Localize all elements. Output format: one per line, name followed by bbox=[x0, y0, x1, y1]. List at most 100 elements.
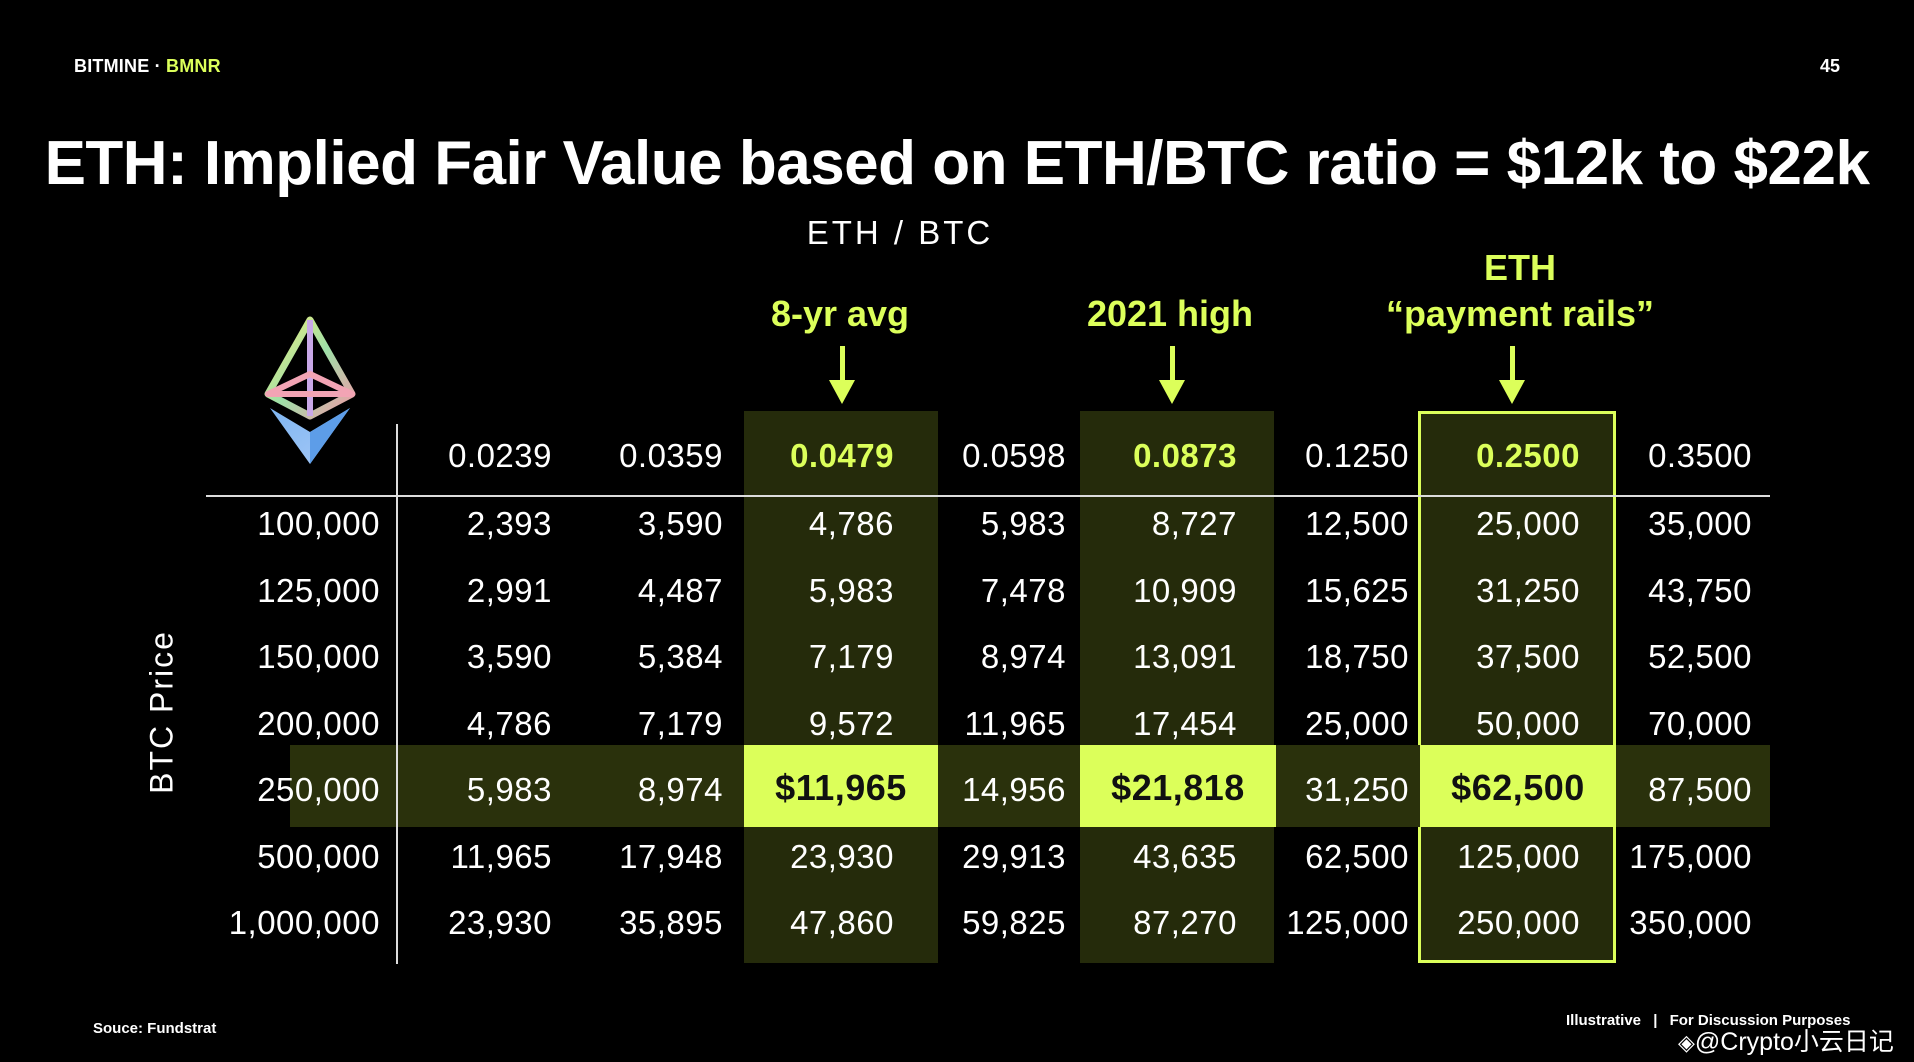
fair-value-cell: $11,965 bbox=[775, 767, 907, 808]
row-header-btc-price: 200,000 bbox=[257, 705, 380, 742]
column-header-ratio: 0.0873 bbox=[1133, 437, 1237, 474]
annotation-payment-rails-line2: “payment rails” bbox=[1385, 293, 1655, 334]
table-cell: 11,965 bbox=[450, 838, 552, 875]
annotation-payment-rails-line1: ETH bbox=[1484, 247, 1556, 288]
source-note: Souce: Fundstrat bbox=[93, 1020, 217, 1037]
table-cell: 13,091 bbox=[1133, 638, 1237, 675]
table-cell: 35,895 bbox=[619, 904, 723, 941]
column-header-ratio: 0.2500 bbox=[1476, 437, 1580, 474]
highlight-column-2021-high bbox=[1080, 411, 1274, 963]
watermark-text: @Crypto小云日记 bbox=[1694, 1028, 1894, 1056]
table-cell: 43,750 bbox=[1648, 572, 1752, 609]
table-cell: 59,825 bbox=[962, 904, 1066, 941]
row-header-btc-price: 150,000 bbox=[257, 638, 380, 675]
table-cell: 62,500 bbox=[1305, 838, 1409, 875]
brand: BITMINE · BMNR bbox=[74, 56, 221, 77]
table-horizontal-divider bbox=[206, 495, 1770, 497]
page-title: ETH: Implied Fair Value based on ETH/BTC… bbox=[44, 129, 1870, 198]
highlight-cell-payment-rails bbox=[1420, 745, 1616, 827]
table-cell: 5,384 bbox=[637, 638, 723, 675]
table-cell: 2,991 bbox=[466, 572, 552, 609]
table-cell: 47,860 bbox=[790, 904, 894, 941]
table-cell: 10,909 bbox=[1133, 572, 1237, 609]
highlight-column-payment-rails bbox=[1418, 411, 1616, 963]
column-axis-label: ETH / BTC bbox=[806, 214, 994, 251]
table-cell: 4,786 bbox=[808, 505, 894, 542]
row-header-btc-price: 250,000 bbox=[257, 771, 380, 808]
brand-name: BITMINE bbox=[74, 56, 150, 76]
table-cell: 250,000 bbox=[1457, 904, 1580, 941]
table-cell: 29,913 bbox=[962, 838, 1066, 875]
highlight-cell-2021-high bbox=[1080, 745, 1276, 827]
ethereum-logo-icon bbox=[264, 316, 356, 464]
table-cell: 4,786 bbox=[466, 705, 552, 742]
row-header-btc-price: 1,000,000 bbox=[228, 904, 380, 941]
table-cell: 15,625 bbox=[1305, 572, 1409, 609]
table-cell: 52,500 bbox=[1648, 638, 1752, 675]
table-cell: 25,000 bbox=[1476, 505, 1580, 542]
fair-value-cell: $62,500 bbox=[1451, 767, 1585, 808]
annotation-2021-high: 2021 high bbox=[1086, 293, 1254, 334]
column-header-ratio: 0.0598 bbox=[962, 437, 1066, 474]
annotation-8yr-avg: 8-yr avg bbox=[770, 293, 910, 334]
row-header-btc-price: 125,000 bbox=[257, 572, 380, 609]
table-cell: 125,000 bbox=[1457, 838, 1580, 875]
table-cell: 7,179 bbox=[637, 705, 723, 742]
footer-illustrative: Illustrative bbox=[1566, 1012, 1642, 1029]
brand-separator: · bbox=[149, 56, 167, 76]
table-cell: 350,000 bbox=[1629, 904, 1752, 941]
column-header-ratio: 0.1250 bbox=[1305, 437, 1409, 474]
table-cell: 25,000 bbox=[1305, 705, 1409, 742]
page-number: 45 bbox=[1819, 56, 1840, 76]
table-cell: 2,393 bbox=[466, 505, 552, 542]
table-cell: 23,930 bbox=[448, 904, 552, 941]
column-header-ratio: 0.0239 bbox=[448, 437, 552, 474]
highlight-cell-8yr-avg bbox=[744, 745, 938, 827]
table-cell: 7,179 bbox=[808, 638, 894, 675]
table-cell: 12,500 bbox=[1305, 505, 1409, 542]
table-cell: 70,000 bbox=[1648, 705, 1752, 742]
footer-disclaimer: Illustrative | For Discussion Purposes bbox=[1566, 1012, 1850, 1029]
watermark: ◈@Crypto小云日记 bbox=[1678, 1022, 1894, 1058]
table-cell: 87,500 bbox=[1648, 771, 1752, 808]
table-cell: 9,572 bbox=[808, 705, 894, 742]
table-cell: 17,948 bbox=[619, 838, 723, 875]
table-cell: 125,000 bbox=[1286, 904, 1409, 941]
table-cell: 43,635 bbox=[1133, 838, 1237, 875]
table-cell: 5,983 bbox=[466, 771, 552, 808]
table-cell: 4,487 bbox=[637, 572, 723, 609]
row-axis-label: BTC Price bbox=[143, 630, 180, 794]
table-cell: 23,930 bbox=[790, 838, 894, 875]
table-cell: 11,965 bbox=[964, 705, 1066, 742]
fair-value-cell: $21,818 bbox=[1111, 767, 1245, 808]
table-cell: 87,270 bbox=[1133, 904, 1237, 941]
table-cell: 37,500 bbox=[1476, 638, 1580, 675]
table-cell: 8,974 bbox=[980, 638, 1066, 675]
brand-ticker: BMNR bbox=[166, 56, 221, 76]
binance-logo-icon: ◈ bbox=[1678, 1030, 1695, 1055]
table-cell: 8,974 bbox=[637, 771, 723, 808]
footer-discussion: For Discussion Purposes bbox=[1669, 1012, 1851, 1029]
table-cell: 35,000 bbox=[1648, 505, 1752, 542]
column-header-ratio: 0.3500 bbox=[1648, 437, 1752, 474]
footer-divider: | bbox=[1653, 1012, 1658, 1029]
column-header-ratio: 0.0479 bbox=[790, 437, 894, 474]
row-header-btc-price: 100,000 bbox=[257, 505, 380, 542]
table-cell: 8,727 bbox=[1151, 505, 1237, 542]
row-header-btc-price: 500,000 bbox=[257, 838, 380, 875]
table-cell: 31,250 bbox=[1305, 771, 1409, 808]
table-cell: 7,478 bbox=[980, 572, 1066, 609]
table-cell: 5,983 bbox=[980, 505, 1066, 542]
table-cell: 17,454 bbox=[1133, 705, 1237, 742]
table-cell: 3,590 bbox=[637, 505, 723, 542]
table-cell: 31,250 bbox=[1476, 572, 1580, 609]
table-cell: 5,983 bbox=[808, 572, 894, 609]
highlight-column-8yr-avg bbox=[744, 411, 938, 963]
column-header-ratio: 0.0359 bbox=[619, 437, 723, 474]
table-cell: 18,750 bbox=[1305, 638, 1409, 675]
table-cell: 175,000 bbox=[1629, 838, 1752, 875]
table-cell: 3,590 bbox=[466, 638, 552, 675]
table-cell: 50,000 bbox=[1476, 705, 1580, 742]
table-vertical-divider bbox=[396, 424, 398, 964]
